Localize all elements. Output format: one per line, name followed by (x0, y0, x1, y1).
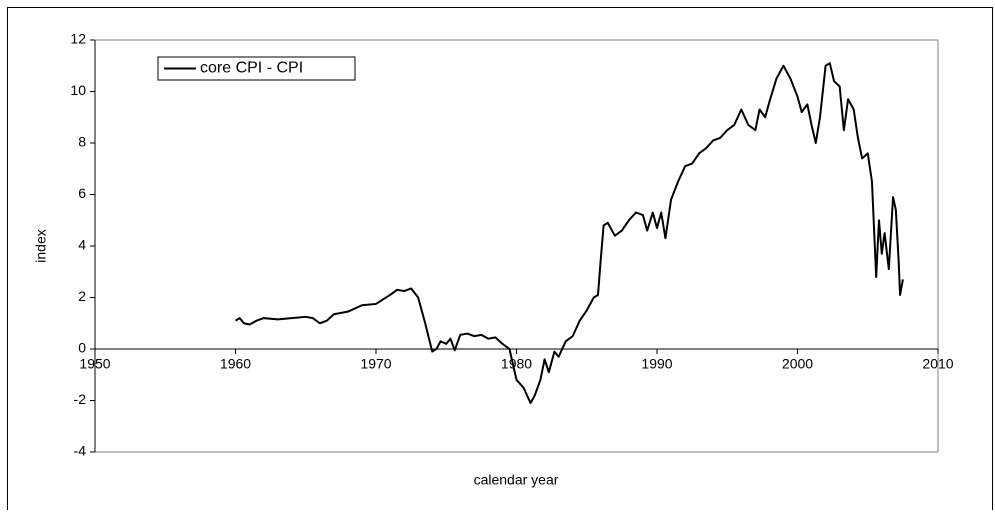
y-tick-label: -2 (74, 391, 87, 407)
x-tick-label: 1960 (220, 356, 251, 372)
x-tick-label: 2000 (782, 356, 813, 372)
y-tick-label: -4 (74, 443, 87, 459)
y-tick-label: 12 (70, 31, 86, 47)
legend-label: core CPI - CPI (200, 60, 303, 77)
y-tick-label: 2 (78, 288, 86, 304)
x-tick-label: 1970 (360, 356, 391, 372)
x-tick-label: 2010 (922, 356, 953, 372)
y-tick-label: 10 (70, 82, 86, 98)
series-line (234, 62, 904, 405)
y-tick-label: 4 (78, 237, 86, 253)
legend-box (157, 56, 356, 81)
x-tick-label: 1950 (79, 356, 110, 372)
y-axis-title: index (33, 229, 49, 262)
x-axis-title: calendar year (474, 472, 559, 488)
y-tick-label: 0 (78, 340, 86, 356)
y-tick-label: 6 (78, 185, 86, 201)
x-tick-label: 1980 (501, 356, 532, 372)
chart-border (7, 7, 993, 515)
y-tick-label: 8 (78, 134, 86, 150)
x-tick-label: 1990 (641, 356, 672, 372)
